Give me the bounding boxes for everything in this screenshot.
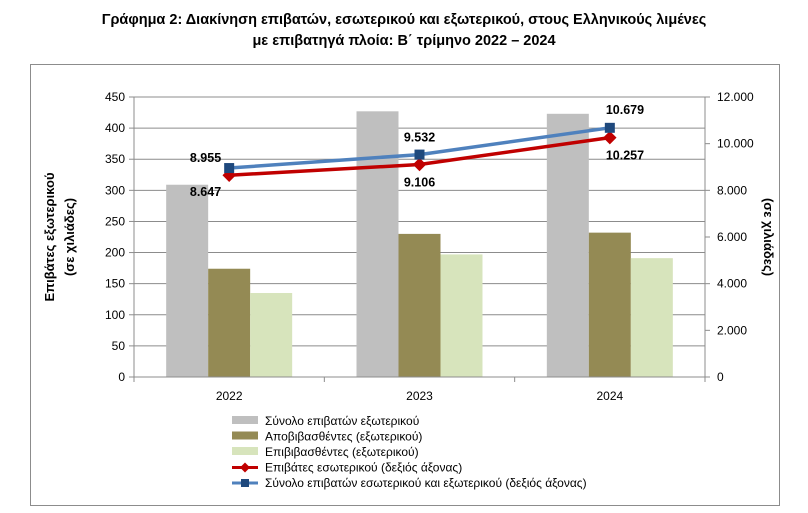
y-left-tick-label: 300 (105, 183, 125, 197)
y-left-tick-label: 400 (105, 121, 125, 135)
legend-square-marker (241, 479, 249, 487)
bars (166, 111, 673, 378)
chart-title-line-2: με επιβατηγά πλοία: Β΄ τρίμηνο 2022 – 20… (252, 33, 556, 49)
data-label: 10.679 (606, 103, 644, 117)
y-left-tick-label: 450 (105, 90, 125, 104)
bar (440, 254, 483, 377)
y-left-tick-label: 100 (105, 308, 125, 322)
diamond-marker (412, 157, 427, 172)
y-left-tick-label: 200 (105, 246, 125, 260)
square-marker (604, 122, 615, 133)
x-tick-label: 2022 (216, 389, 243, 403)
data-labels: 8.647 9.106 10.257 8.955 9.532 10.679 (190, 103, 644, 199)
diamond-marker (603, 130, 617, 145)
y-right-tick-label: 8.000 (717, 183, 747, 197)
chart-title: Γράφημα 2: Διακίνηση επιβατών, εσωτερικο… (0, 10, 808, 52)
y-left-tick-label: 0 (118, 370, 125, 384)
square-marker (224, 163, 235, 174)
y-right-tick-label: 4.000 (717, 277, 747, 291)
bar (208, 268, 251, 377)
y-right-tick-label: 6.000 (717, 230, 747, 244)
data-label: 8.955 (190, 151, 221, 165)
legend-label: Αποβιβασθέντες (εξωτερικού) (265, 430, 422, 444)
chart-frame (30, 64, 780, 506)
y-right-tick-label: 10.000 (717, 137, 754, 151)
data-label: 9.532 (404, 131, 435, 145)
legend: Σύνολο επιβατών εξωτερικού Αποβιβασθέντες… (232, 414, 587, 490)
y-left-axis-title: Επιβάτες εξωτερικού (42, 172, 57, 301)
data-label: 8.647 (190, 185, 221, 199)
y-right-axis-title: (σε χιλιάδες) (761, 198, 776, 276)
square-marker (414, 149, 425, 160)
data-label: 10.257 (606, 149, 644, 163)
chart-title-line-1: Γράφημα 2: Διακίνηση επιβατών, εσωτερικο… (101, 12, 707, 28)
bar (546, 113, 589, 378)
legend-label: Επιβιβασθέντες (εξωτερικού) (265, 445, 419, 459)
bar (398, 233, 441, 377)
y-left-tick-label: 50 (112, 339, 126, 353)
bar (166, 184, 209, 377)
data-label: 9.106 (404, 176, 435, 190)
bar (588, 232, 631, 377)
x-tick-label: 2024 (596, 389, 623, 403)
y-right-tick-label: 2.000 (717, 323, 747, 337)
y-left-tick-label: 250 (105, 214, 125, 228)
y-right-tick-label: 0 (717, 370, 724, 384)
legend-swatch (232, 447, 258, 455)
legend-diamond-marker (240, 462, 250, 473)
legend-label: Σύνολο επιβατών εξωτερικού (265, 414, 419, 428)
lines (222, 122, 617, 182)
y-left-tick-label: 150 (105, 277, 125, 291)
legend-swatch (232, 431, 258, 440)
legend-swatch (232, 416, 258, 424)
y-left-axis-subtitle: (σε χιλιάδες) (62, 198, 77, 276)
y-right-tick-label: 12.000 (717, 90, 754, 104)
bar (250, 293, 293, 377)
axes: 0 50 100 150 200 250 300 350 400 450 0 2.000 4.000 6.… (42, 90, 776, 403)
bar (630, 258, 673, 377)
legend-label: Επιβάτες εσωτερικού (δεξιός άξονας) (265, 461, 462, 475)
y-left-tick-label: 350 (105, 152, 125, 166)
bar (356, 111, 399, 378)
legend-label: Σύνολο επιβατών εσωτερικού και εξωτερικο… (265, 476, 587, 490)
x-tick-label: 2023 (406, 389, 433, 403)
